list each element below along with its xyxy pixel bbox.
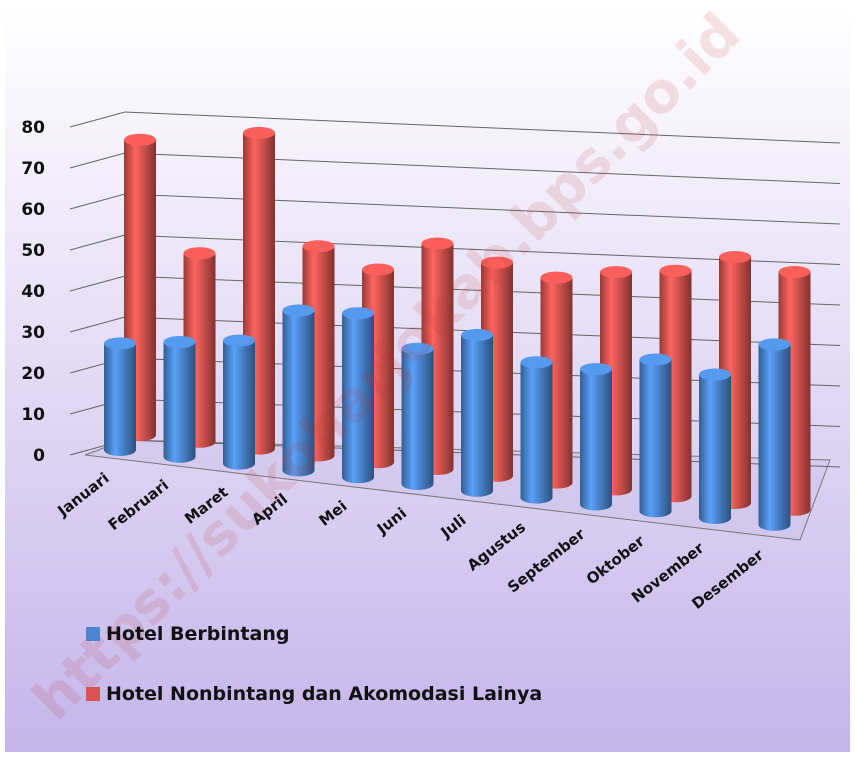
cylinder-top (699, 368, 731, 381)
cylinder-top (223, 334, 255, 347)
cylinder (223, 340, 255, 470)
cylinder (401, 348, 434, 491)
cylinder (520, 362, 553, 504)
cylinder-top (362, 263, 394, 276)
cylinder-top (243, 126, 275, 139)
cylinder (104, 343, 136, 456)
cylinder (461, 335, 493, 497)
y-tick-label: 40 (21, 282, 45, 302)
cylinder-top (540, 271, 573, 284)
cylinder-top (719, 251, 751, 263)
cylinder-top (659, 264, 692, 277)
cylinder-top (520, 356, 553, 369)
legend-swatch (86, 627, 100, 641)
y-tick-label: 0 (33, 446, 45, 466)
cylinder (342, 313, 374, 484)
marks (104, 126, 811, 531)
cylinder-top (163, 336, 196, 348)
cylinder-top (124, 133, 156, 146)
cylinder-top (580, 363, 612, 376)
cylinder-top (778, 266, 811, 278)
cylinder-top (639, 353, 672, 366)
cylinder (639, 359, 672, 518)
cylinder-top (104, 337, 136, 350)
cylinder-top (282, 304, 315, 317)
y-tick-label: 30 (21, 323, 45, 343)
y-tick-label: 60 (21, 200, 45, 220)
cylinder-top (421, 237, 454, 250)
cylinder (163, 342, 196, 463)
cylinder-top (600, 266, 632, 279)
y-tick-label: 50 (21, 241, 45, 261)
cylinder (282, 310, 315, 477)
y-tick-label: 20 (21, 364, 45, 384)
cylinder-top (461, 329, 493, 341)
y-tick-label: 10 (21, 405, 45, 425)
grid-line (124, 111, 841, 144)
grid-line (69, 152, 126, 169)
cylinder-top (183, 247, 216, 260)
grid-line (69, 193, 126, 210)
grid-line (69, 111, 126, 128)
legend-label: Hotel Berbintang (106, 623, 289, 645)
cylinder (699, 374, 731, 524)
cylinder (580, 369, 612, 511)
cylinder (758, 344, 791, 531)
grid-line (69, 316, 126, 333)
legend-swatch (86, 687, 100, 701)
y-tick-label: 70 (21, 159, 45, 179)
y-tick-label: 80 (21, 118, 45, 138)
cylinder-top (481, 256, 513, 269)
cylinder-top (758, 338, 791, 351)
grid-line (69, 275, 126, 292)
cylinder-top (342, 307, 374, 320)
cylinder-top (401, 342, 434, 355)
legend-label: Hotel Nonbintang dan Akomodasi Lainya (106, 683, 542, 705)
cylinder-top (302, 240, 335, 253)
grid-line (69, 234, 126, 251)
